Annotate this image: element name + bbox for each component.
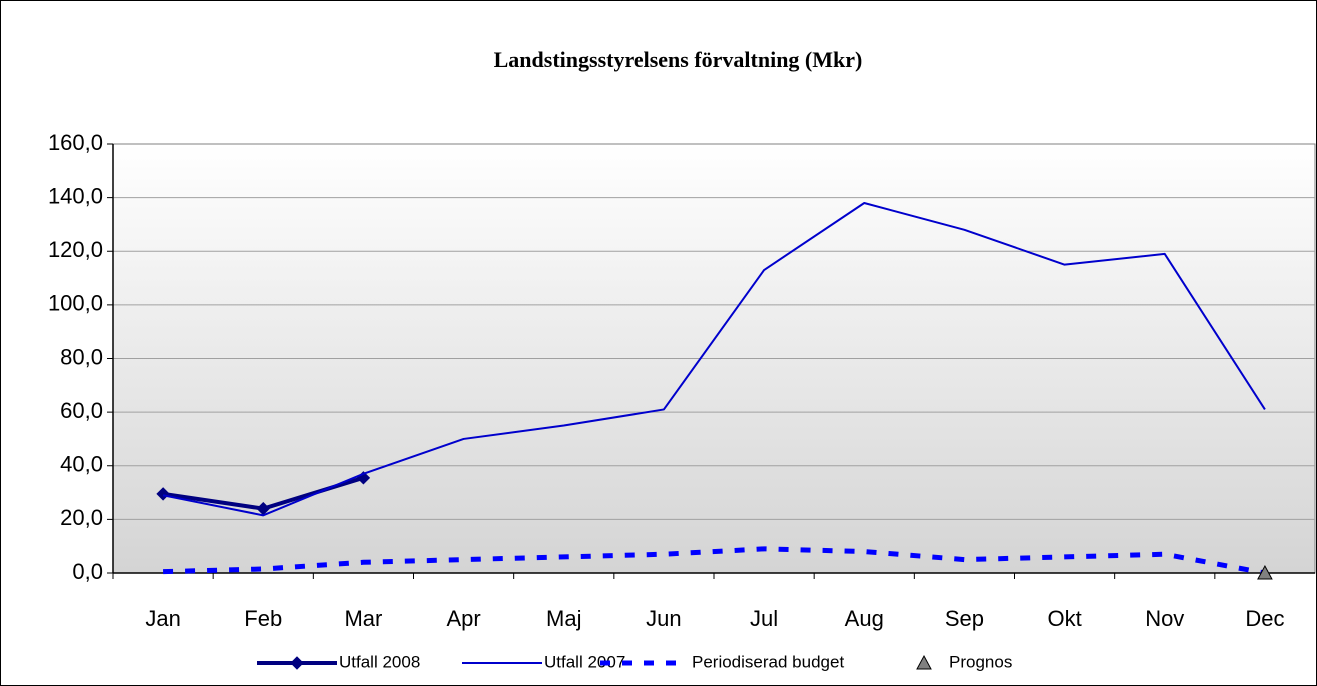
x-tick-label: Apr [446, 606, 480, 631]
y-tick-label: 160,0 [48, 130, 103, 155]
x-tick-label: Dec [1245, 606, 1284, 631]
series-line [163, 546, 1266, 576]
x-tick-label: Jul [750, 606, 778, 631]
x-tick-label: Aug [845, 606, 884, 631]
legend-marker [290, 656, 304, 670]
y-tick-label: 20,0 [60, 505, 103, 530]
series-line [162, 201, 1266, 517]
chart-title: Landstingsstyrelsens förvaltning (Mkr) [494, 47, 863, 72]
x-tick-label: Sep [945, 606, 984, 631]
data-point [156, 487, 170, 501]
legend-label: Periodiserad budget [692, 652, 844, 671]
x-tick-label: Okt [1047, 606, 1081, 631]
x-tick-label: Jun [646, 606, 681, 631]
y-tick-label: 80,0 [60, 344, 103, 369]
legend-label: Utfall 2008 [339, 652, 420, 671]
y-tick-label: 100,0 [48, 291, 103, 316]
legend-marker [916, 654, 932, 670]
y-tick-label: 140,0 [48, 183, 103, 208]
x-tick-label: Mar [344, 606, 382, 631]
y-tick-label: 60,0 [60, 398, 103, 423]
legend-label: Prognos [949, 652, 1012, 671]
legend-label: Utfall 2007 [544, 652, 625, 671]
data-point [1257, 564, 1273, 580]
x-tick-label: Feb [244, 606, 282, 631]
x-tick-label: Jan [145, 606, 180, 631]
y-tick-label: 40,0 [60, 452, 103, 477]
x-tick-label: Nov [1145, 606, 1184, 631]
y-tick-label: 120,0 [48, 237, 103, 262]
y-tick-label: 0,0 [72, 559, 103, 584]
x-tick-label: Maj [546, 606, 581, 631]
